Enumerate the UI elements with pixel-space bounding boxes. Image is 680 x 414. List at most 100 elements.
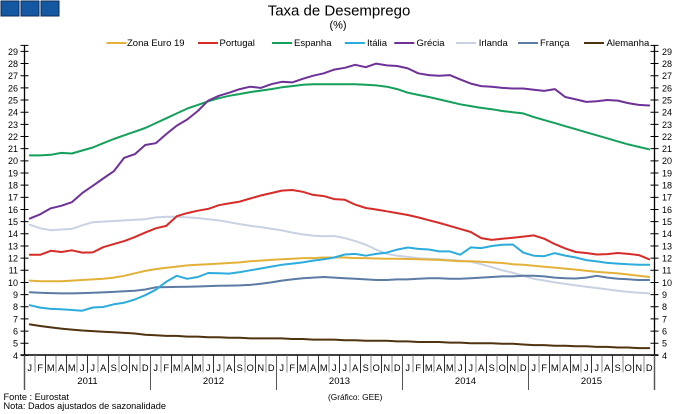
svg-text:2013: 2013 bbox=[329, 376, 350, 387]
svg-text:21: 21 bbox=[662, 144, 672, 154]
svg-text:14: 14 bbox=[8, 229, 18, 239]
svg-text:F: F bbox=[289, 363, 295, 373]
svg-text:Itália: Itália bbox=[367, 38, 388, 49]
svg-text:D: D bbox=[646, 363, 653, 373]
svg-text:F: F bbox=[415, 363, 421, 373]
svg-text:Portugal: Portugal bbox=[220, 38, 255, 49]
svg-text:8: 8 bbox=[662, 302, 667, 312]
svg-text:J: J bbox=[279, 363, 284, 373]
svg-text:11: 11 bbox=[662, 266, 671, 276]
svg-text:M: M bbox=[320, 363, 328, 373]
svg-text:18: 18 bbox=[662, 181, 672, 191]
svg-text:N: N bbox=[635, 363, 642, 373]
svg-text:9: 9 bbox=[13, 290, 18, 300]
svg-text:6: 6 bbox=[13, 326, 18, 336]
svg-text:18: 18 bbox=[8, 181, 18, 191]
svg-text:19: 19 bbox=[662, 168, 672, 178]
svg-text:J: J bbox=[90, 363, 95, 373]
svg-text:12: 12 bbox=[662, 254, 672, 264]
svg-text:Irlanda: Irlanda bbox=[479, 38, 509, 49]
svg-text:D: D bbox=[394, 363, 401, 373]
svg-text:A: A bbox=[562, 363, 569, 373]
svg-text:25: 25 bbox=[662, 95, 672, 105]
svg-text:N: N bbox=[509, 363, 516, 373]
svg-text:Zona Euro 19: Zona Euro 19 bbox=[127, 38, 185, 49]
svg-text:A: A bbox=[226, 363, 233, 373]
svg-text:S: S bbox=[489, 363, 495, 373]
svg-text:O: O bbox=[121, 363, 128, 373]
svg-text:A: A bbox=[436, 363, 443, 373]
svg-text:S: S bbox=[615, 363, 621, 373]
svg-text:A: A bbox=[100, 363, 107, 373]
svg-text:13: 13 bbox=[662, 241, 672, 251]
svg-text:22: 22 bbox=[8, 132, 18, 142]
svg-text:2012: 2012 bbox=[203, 376, 224, 387]
svg-text:J: J bbox=[594, 363, 599, 373]
svg-text:J: J bbox=[216, 363, 221, 373]
svg-text:Grécia: Grécia bbox=[417, 38, 446, 49]
svg-text:26: 26 bbox=[8, 83, 18, 93]
svg-text:Nota: Dados ajustados de sazo: Nota: Dados ajustados de sazonalidade bbox=[4, 401, 166, 411]
svg-text:O: O bbox=[373, 363, 380, 373]
svg-text:J: J bbox=[584, 363, 589, 373]
svg-text:24: 24 bbox=[8, 108, 18, 118]
svg-text:M: M bbox=[68, 363, 76, 373]
svg-text:23: 23 bbox=[8, 120, 18, 130]
svg-text:J: J bbox=[332, 363, 337, 373]
svg-text:25: 25 bbox=[8, 95, 18, 105]
svg-text:Fonte : Eurostat: Fonte : Eurostat bbox=[4, 392, 70, 402]
svg-text:O: O bbox=[499, 363, 506, 373]
svg-text:F: F bbox=[37, 363, 43, 373]
svg-text:(%): (%) bbox=[329, 20, 346, 32]
svg-text:M: M bbox=[194, 363, 202, 373]
svg-text:J: J bbox=[27, 363, 32, 373]
svg-text:J: J bbox=[342, 363, 347, 373]
svg-text:Espanha: Espanha bbox=[294, 38, 332, 49]
svg-text:S: S bbox=[237, 363, 243, 373]
svg-text:D: D bbox=[520, 363, 527, 373]
svg-text:O: O bbox=[247, 363, 254, 373]
svg-text:(Gráfico: GEE): (Gráfico: GEE) bbox=[328, 392, 383, 402]
svg-text:M: M bbox=[173, 363, 181, 373]
svg-text:21: 21 bbox=[8, 144, 18, 154]
svg-text:19: 19 bbox=[8, 168, 18, 178]
svg-text:9: 9 bbox=[662, 290, 667, 300]
svg-text:A: A bbox=[478, 363, 485, 373]
svg-text:5: 5 bbox=[662, 339, 667, 349]
svg-text:16: 16 bbox=[662, 205, 672, 215]
svg-text:J: J bbox=[531, 363, 536, 373]
svg-text:M: M bbox=[551, 363, 559, 373]
svg-text:S: S bbox=[111, 363, 117, 373]
svg-text:Alemanha: Alemanha bbox=[607, 38, 650, 49]
svg-text:16: 16 bbox=[8, 205, 18, 215]
svg-text:A: A bbox=[604, 363, 611, 373]
svg-text:M: M bbox=[425, 363, 433, 373]
svg-text:J: J bbox=[458, 363, 463, 373]
svg-text:A: A bbox=[58, 363, 65, 373]
svg-text:22: 22 bbox=[662, 132, 672, 142]
svg-text:M: M bbox=[446, 363, 454, 373]
svg-text:20: 20 bbox=[662, 156, 672, 166]
svg-text:2015: 2015 bbox=[581, 376, 602, 387]
svg-text:N: N bbox=[131, 363, 138, 373]
svg-text:24: 24 bbox=[662, 108, 672, 118]
svg-text:10: 10 bbox=[8, 278, 18, 288]
svg-text:13: 13 bbox=[8, 241, 18, 251]
svg-text:14: 14 bbox=[662, 229, 672, 239]
svg-text:11: 11 bbox=[9, 266, 18, 276]
svg-text:17: 17 bbox=[8, 193, 18, 203]
svg-text:Taxa de Desemprego: Taxa de Desemprego bbox=[268, 3, 411, 20]
svg-text:J: J bbox=[153, 363, 158, 373]
svg-text:M: M bbox=[47, 363, 55, 373]
svg-text:10: 10 bbox=[662, 278, 672, 288]
svg-text:O: O bbox=[625, 363, 632, 373]
svg-text:A: A bbox=[352, 363, 359, 373]
svg-text:27: 27 bbox=[8, 71, 18, 81]
svg-text:8: 8 bbox=[13, 302, 18, 312]
svg-text:29: 29 bbox=[662, 47, 672, 57]
svg-text:J: J bbox=[206, 363, 211, 373]
svg-text:7: 7 bbox=[662, 314, 667, 324]
svg-text:17: 17 bbox=[662, 193, 672, 203]
svg-text:J: J bbox=[468, 363, 473, 373]
svg-text:F: F bbox=[163, 363, 169, 373]
